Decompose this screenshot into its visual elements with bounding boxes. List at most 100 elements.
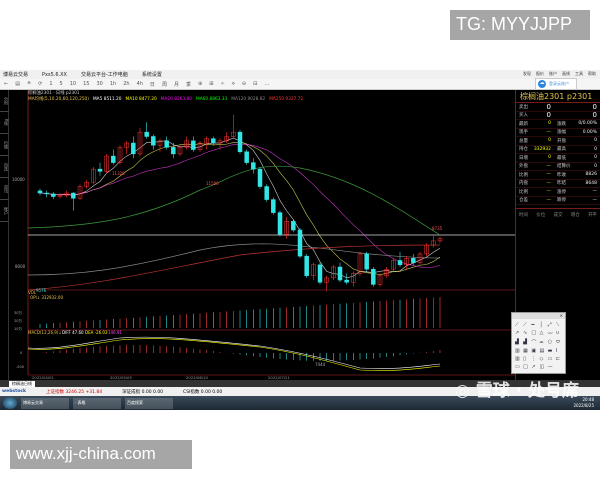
close-icon[interactable]: ✕ [559, 313, 563, 318]
drawing-tool[interactable]: ▭ [515, 364, 520, 370]
drawing-tool[interactable]: ▯ [523, 356, 526, 362]
toolbar-button[interactable]: 季 [185, 81, 191, 88]
menu-item[interactable]: 工具 [575, 71, 583, 76]
macd-tick: -500 [16, 365, 24, 369]
toolbar-button[interactable]: 15 [83, 81, 90, 87]
volume-opi: OPI↓ 332932.00 [30, 295, 63, 300]
drawing-tool[interactable]: ⌒ [531, 340, 537, 346]
clock-time: 20:48 [582, 397, 594, 402]
quote-row: 持仓 332932 最高 0 [516, 146, 600, 154]
drawing-tool[interactable]: ⟋ [515, 322, 519, 328]
drawing-tool[interactable]: ○ [547, 339, 553, 345]
drawing-tool[interactable]: ⟋ [523, 322, 527, 328]
task-browser[interactable]: 百度搜索 [125, 397, 173, 409]
drawing-tool[interactable]: Ⅰ [555, 348, 558, 354]
drawing-tool[interactable]: □ [523, 364, 528, 370]
drawing-tool[interactable]: ⟍ [555, 322, 560, 328]
cloud-login-popup[interactable]: ☁ 登录云账户 [535, 78, 577, 90]
left-tab[interactable]: 分时 [0, 90, 9, 112]
candle-body [424, 245, 429, 255]
menu-settings[interactable]: 系统设置 [141, 72, 162, 78]
left-tab[interactable]: 账户 [0, 200, 9, 222]
toolbar-button[interactable]: 1 [49, 81, 53, 87]
drawing-tool[interactable]: ━ [531, 322, 535, 328]
toolbar-button[interactable]: 月 [173, 81, 179, 88]
drawing-tool[interactable]: ▟ [523, 339, 528, 345]
menu-item[interactable]: 报价 [536, 71, 544, 76]
left-tab[interactable]: 行情 [0, 134, 9, 156]
indicator-label[interactable]: MA均线(5,10,20,60,120,250) [28, 97, 89, 102]
toolbar-button[interactable]: ✧ [220, 81, 225, 87]
drawing-tool[interactable]: ▥ [515, 348, 520, 354]
quote-value: 0 [546, 102, 551, 111]
diff-line [27, 336, 441, 369]
toolbar-button[interactable]: ▤ [15, 81, 20, 87]
toolbar-button[interactable]: 5 [59, 81, 63, 87]
left-tab[interactable]: 资讯 [0, 178, 9, 200]
toolbar-button[interactable]: ← [4, 81, 9, 87]
toolbar-button[interactable]: ≚ [26, 81, 32, 87]
symbol-label[interactable]: 棕榈油2301 · 日线 p2301 [28, 91, 80, 96]
quote-value: 0 [594, 163, 597, 169]
drawing-tool[interactable]: ⬭ [555, 339, 561, 345]
drawing-tool[interactable]: ▥ [515, 356, 520, 362]
toolbar-button[interactable]: ⟳ [38, 81, 43, 87]
menu-item[interactable]: 发现 [523, 71, 531, 76]
toolbar-button[interactable]: 日 [149, 81, 155, 88]
window-title: 博易云交易 [3, 72, 29, 78]
toolbar-button[interactable]: ⊞ [209, 81, 214, 87]
drawing-tool[interactable] [556, 364, 562, 370]
tab-active[interactable]: 棕榈油日线 [9, 381, 35, 387]
toolbar-button[interactable]: 4h [136, 81, 143, 87]
start-button[interactable] [3, 397, 17, 409]
drawing-tool[interactable]: ⤢ [547, 322, 552, 328]
drawing-tool[interactable]: ▦ [523, 348, 528, 354]
drawing-tool[interactable]: ▣ [531, 348, 537, 354]
menu-item[interactable]: 画线 [562, 71, 570, 76]
toolbar-button[interactable]: 1h [109, 81, 117, 87]
toolbar-button[interactable]: ⟡ [231, 81, 235, 87]
drawing-tool[interactable]: ▟ [515, 339, 519, 345]
ma-value: MA120 9028.82 [231, 97, 266, 102]
task-trading[interactable]: 博易云交易 [21, 397, 69, 409]
drawing-tool[interactable]: ▭ [547, 356, 553, 362]
toolbar-button[interactable]: ⊕ [197, 81, 203, 87]
drawing-tool[interactable]: ◫ [539, 364, 545, 370]
toolbar-button[interactable]: ⊟ [253, 81, 258, 87]
drawing-tool[interactable]: ↗ [531, 364, 536, 370]
drawing-tool[interactable]: ⋮ [531, 356, 537, 362]
drawing-tool[interactable]: △ [539, 330, 544, 336]
left-tab[interactable]: K线 [0, 112, 9, 134]
drawing-tool[interactable]: — [547, 364, 553, 370]
quote-value: — [546, 172, 552, 178]
toolbar-button[interactable]: 2h [123, 81, 130, 87]
candle-body [351, 273, 356, 283]
menu-item[interactable]: 账户 [549, 71, 557, 76]
drawing-tool[interactable]: ⊏ [555, 356, 561, 362]
drawing-tool[interactable]: □ [531, 330, 537, 336]
toolbar-button[interactable]: 周 [161, 81, 167, 88]
drawing-tool[interactable]: ⌓ [539, 339, 544, 345]
toolbar-button[interactable]: 30 [96, 81, 103, 87]
drawing-tool[interactable]: ▬ [547, 348, 553, 354]
status-sh-index: 上证指数 3246.25 +31.84 [46, 389, 103, 395]
drawing-tool[interactable]: ↗ [515, 330, 520, 336]
left-tab[interactable]: 自选 [0, 156, 9, 178]
toolbar-button[interactable]: ⊖ [241, 81, 247, 87]
drawing-tool[interactable]: ∿ [523, 330, 528, 336]
candle-body [291, 221, 296, 231]
drawing-tool[interactable]: 〰 [547, 331, 553, 337]
drawing-tool[interactable]: ▤ [539, 348, 545, 354]
drawing-tool[interactable]: ∪ [555, 330, 560, 336]
task-sheet[interactable]: · 表格 [73, 397, 121, 409]
toolbar-button[interactable]: 10 [69, 81, 77, 87]
toolbar-button[interactable]: … [264, 81, 270, 87]
menu-bar: 发现 报价 账户 画线 工具 帮助 [523, 71, 596, 77]
menu-platform[interactable]: 交易云平台-工作电脑 [81, 72, 128, 78]
drawing-tool[interactable]: ◇ [539, 356, 544, 362]
price-tick: 8000 [15, 264, 26, 269]
menu-item[interactable]: 帮助 [588, 71, 596, 76]
ma60-line [27, 165, 441, 236]
drawing-tool[interactable]: │ [539, 322, 543, 328]
